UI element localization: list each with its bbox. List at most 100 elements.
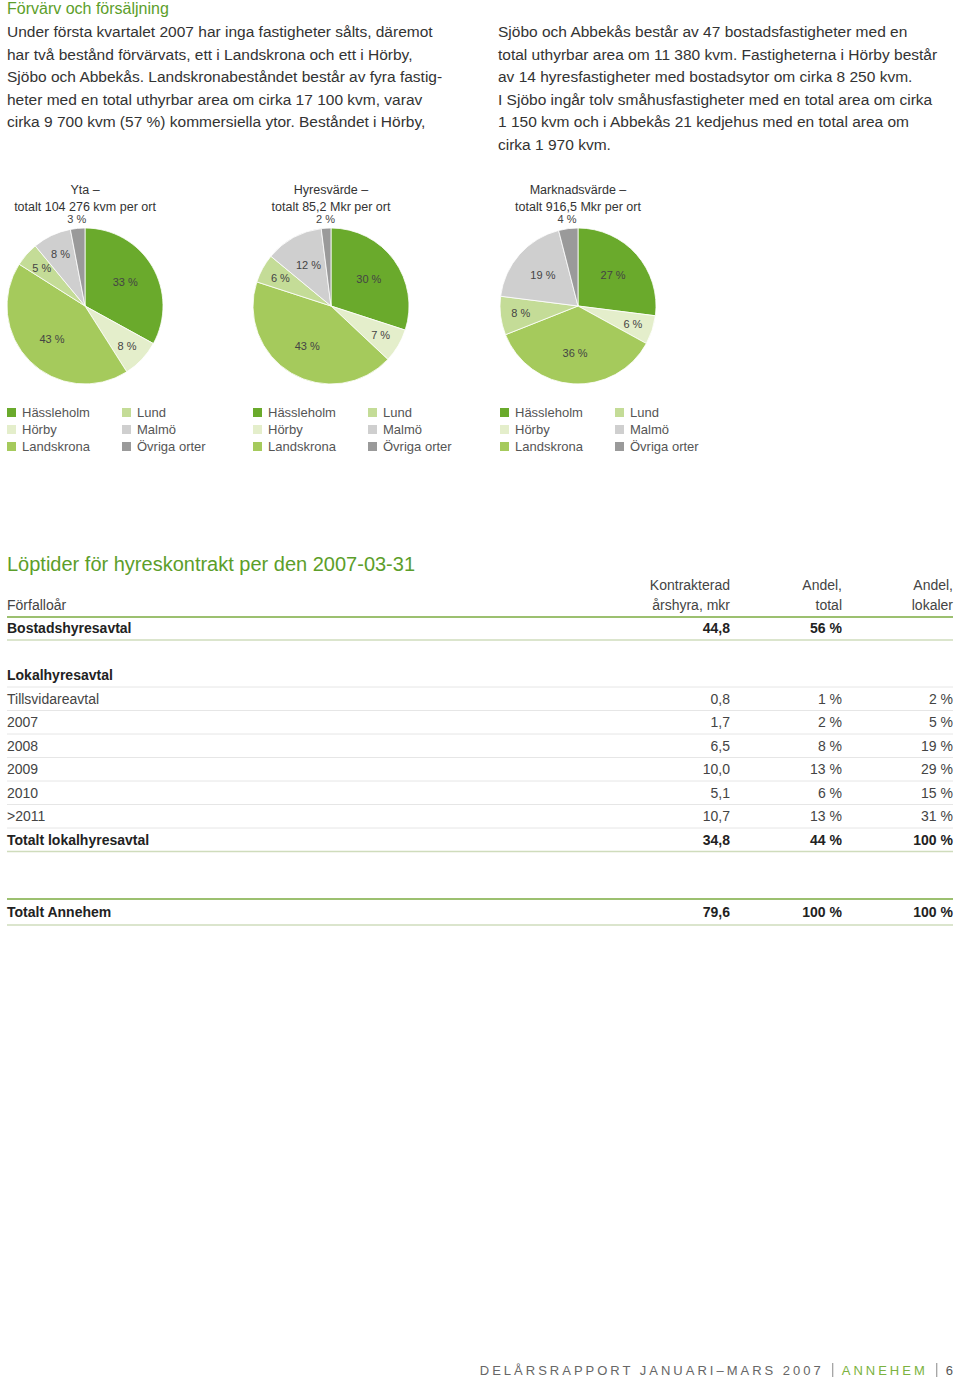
header-rule [7,616,953,618]
total-cell: 100 % [802,904,842,920]
legend-label: Hässleholm [515,405,583,420]
chart-title: Hyresvärde – [294,183,368,197]
legend-label: Hässleholm [268,405,336,420]
legend: HässleholmHörbyLandskronaLundMalmöÖvriga… [253,405,452,454]
data-label: 43 % [39,333,64,345]
paragraph-line: Under första kvartalet 2007 har inga fas… [7,23,433,40]
report-title: DELÅRSRAPPORT JANUARI–MARS 2007 [480,1363,824,1378]
legend-swatch [122,408,131,417]
table-cell: 10,0 [703,761,730,777]
heading: Förvärv och försäljning [7,0,169,17]
legend-swatch [7,442,16,451]
total-cell: Totalt lokalhyresavtal [7,832,149,848]
paragraph-line: Sjöbo och Abbekås består av 47 bostadsfa… [498,23,907,40]
column-header: total [816,597,842,613]
pie-chart: Hyresvärde –totalt 85,2 Mkr per ort30 %7… [253,183,452,454]
table-cell: 5 % [929,714,953,730]
total-cell: 100 % [913,832,953,848]
pie-slice [559,228,578,306]
legend-label: Hörby [268,422,303,437]
table-cell: 2 % [929,691,953,707]
pie: 33 %8 %43 %5 %8 %3 % [7,213,163,384]
legend-label: Malmö [630,422,669,437]
legend-swatch [368,425,377,434]
legend-label: Malmö [383,422,422,437]
legend-label: Landskrona [268,439,337,454]
paragraph-line: I Sjöbo ingår tolv småhusfastigheter med… [498,91,933,108]
legend: HässleholmHörbyLandskronaLundMalmöÖvriga… [500,405,699,454]
data-label: 2 % [316,213,335,225]
legend-swatch [253,442,262,451]
column-header: årshyra, mkr [652,597,730,613]
data-label: 27 % [601,269,626,281]
pie: 30 %7 %43 %6 %12 %2 % [253,213,409,384]
total-rule [7,639,953,641]
legend-swatch [253,408,262,417]
table-cell: 1,7 [711,714,731,730]
total-rule [7,851,953,853]
table-cell: 6 % [818,785,842,801]
pie-slice [70,228,85,306]
total-cell: 44,8 [703,620,730,636]
section-heading: Lokalhyresavtal [7,667,113,683]
grand-total-rule [7,898,953,900]
pie-chart: Marknadsvärde –totalt 916,5 Mkr per ort2… [500,183,699,454]
data-label: 30 % [356,272,381,284]
column-header: Andel, [802,577,842,593]
legend-swatch [122,425,131,434]
paragraph-line: 1 150 kvm och i Abbekås 21 kedjehus med … [498,113,909,130]
legend-label: Övriga orter [383,439,452,454]
intro: Förvärv och försäljning Under första kvar… [7,0,937,153]
data-label: 19 % [530,269,555,281]
separator [832,1363,833,1377]
legend-label: Landskrona [22,439,91,454]
table-title: Löptider för hyreskontrakt per den 2007-… [7,553,415,575]
table-cell: 13 % [810,761,842,777]
total-cell: 100 % [913,904,953,920]
page-number: 6 [946,1363,953,1378]
pie-slice [271,229,331,306]
legend-swatch [368,442,377,451]
legend-swatch [500,408,509,417]
table-cell: 13 % [810,808,842,824]
paragraph-line: cirka 9 700 kvm (57 %) kommersiella ytor… [7,113,425,130]
pie-slice [321,228,331,306]
company: ANNEHEM [842,1363,928,1378]
table-cell: Tillsvidareavtal [7,691,99,707]
table-cell: 2 % [818,714,842,730]
total-cell: 56 % [810,620,842,636]
data-label: 36 % [563,347,588,359]
data-label: 8 % [51,248,70,260]
data-label: 7 % [371,329,390,341]
legend-swatch [615,408,624,417]
total-cell: Bostadshyresavtal [7,620,132,636]
paragraph-line: Sjöbo och Abbekås. Landskronabeståndet b… [7,68,442,85]
table-cell: 8 % [818,738,842,754]
data-label: 6 % [623,318,642,330]
column-header: lokaler [912,597,954,613]
total-cell: Totalt Annehem [7,904,111,920]
data-label: 6 % [271,272,290,284]
table-cell: 19 % [921,738,953,754]
table-cell: 2009 [7,761,38,777]
paragraph-line: total uthyrbar area om 11 380 kvm. Fasti… [498,46,937,63]
row-rule [7,781,953,782]
column-header: Förfalloår [7,597,66,613]
column-header: Andel, [913,577,953,593]
table-cell: 10,7 [703,808,730,824]
table-cell: 2010 [7,785,38,801]
legend-swatch [7,408,16,417]
legend-swatch [122,442,131,451]
chart-title: Yta – [70,183,99,197]
table-cell: 15 % [921,785,953,801]
table-cell: 1 % [818,691,842,707]
legend-label: Lund [630,405,659,420]
pie-slice [578,228,656,316]
data-label: 33 % [113,276,138,288]
table-cell: 0,8 [711,691,731,707]
data-label: 8 % [511,307,530,319]
legend-label: Hässleholm [22,405,90,420]
legend-swatch [7,425,16,434]
chart-subtitle: totalt 916,5 Mkr per ort [515,200,641,214]
paragraph-line: av 14 hyresfastigheter med bostadsytor o… [498,68,912,85]
